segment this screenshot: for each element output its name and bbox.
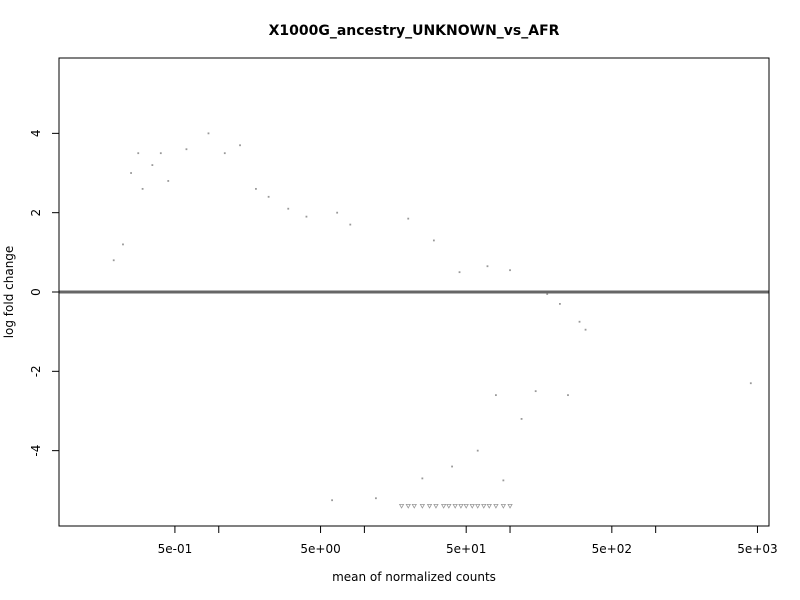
data-point-8 xyxy=(185,148,188,151)
clipped-point-14 xyxy=(486,503,492,509)
clipped-point-15 xyxy=(493,503,499,509)
data-point-16 xyxy=(336,211,339,214)
y-tick-label-1: 2 xyxy=(29,209,43,217)
clipped-point-3 xyxy=(419,503,426,509)
clipped-point-5 xyxy=(433,503,439,509)
y-axis: 4 2 0 -2 -4 xyxy=(29,130,59,457)
x-tick-label-4: 5e+03 xyxy=(737,542,777,556)
data-point-4 xyxy=(141,187,144,190)
data-point-19 xyxy=(432,239,435,242)
y-axis-title: log fold change xyxy=(2,246,16,339)
data-point-15 xyxy=(305,215,308,218)
clipped-point-0 xyxy=(398,503,405,509)
data-point-29 xyxy=(534,390,537,393)
data-point-20 xyxy=(458,271,461,274)
chart-title: X1000G_ancestry_UNKNOWN_vs_AFR xyxy=(269,23,560,39)
x-tick-label-0: 5e-01 xyxy=(158,542,193,556)
data-point-31 xyxy=(749,382,752,385)
data-point-28 xyxy=(520,418,523,420)
data-point-25 xyxy=(559,302,561,305)
y-tick-label-3: -2 xyxy=(29,365,43,377)
data-point-30 xyxy=(567,394,569,397)
data-point-7 xyxy=(167,180,170,182)
data-point-37 xyxy=(375,497,377,500)
x-axis: 5e-01 5e+00 5e+01 5e+02 5e+03 xyxy=(158,526,778,556)
data-point-10 xyxy=(223,152,226,155)
data-point-11 xyxy=(239,144,241,147)
clipped-point-12 xyxy=(475,503,481,509)
clipped-point-11 xyxy=(469,503,475,509)
data-point-9 xyxy=(207,132,210,135)
data-point-22 xyxy=(509,269,511,272)
x-axis-title: mean of normalized counts xyxy=(332,570,496,584)
clipped-point-9 xyxy=(458,503,464,509)
data-point-38 xyxy=(331,499,333,502)
clipped-point-7 xyxy=(446,503,452,509)
data-point-2 xyxy=(130,172,132,174)
clipped-point-4 xyxy=(426,503,433,509)
data-point-18 xyxy=(407,217,410,220)
data-point-1 xyxy=(122,243,124,246)
data-point-36 xyxy=(421,477,424,480)
data-point-13 xyxy=(267,195,270,198)
data-point-21 xyxy=(486,265,489,268)
clipped-point-13 xyxy=(481,503,487,509)
data-point-35 xyxy=(451,465,453,468)
clipped-point-16 xyxy=(500,503,507,509)
data-point-26 xyxy=(578,320,581,323)
x-tick-label-2: 5e+01 xyxy=(446,542,486,556)
data-point-0 xyxy=(112,259,115,262)
points-layer xyxy=(112,132,752,502)
data-point-24 xyxy=(546,293,549,295)
y-tick-label-4: -4 xyxy=(29,445,43,457)
clipped-point-1 xyxy=(405,503,411,509)
clipped-point-17 xyxy=(507,503,513,509)
y-tick-label-2: 0 xyxy=(29,288,43,296)
data-point-32 xyxy=(502,479,505,482)
data-point-5 xyxy=(151,164,154,166)
x-tick-label-3: 5e+02 xyxy=(592,542,632,556)
clipped-points-layer xyxy=(398,503,513,509)
data-point-33 xyxy=(495,394,497,397)
data-point-3 xyxy=(137,152,140,155)
data-point-12 xyxy=(255,187,257,190)
clipped-point-2 xyxy=(411,503,417,509)
data-point-34 xyxy=(476,449,479,452)
y-tick-label-0: 4 xyxy=(29,130,43,138)
data-point-6 xyxy=(159,152,162,155)
clipped-point-8 xyxy=(452,503,458,509)
data-point-17 xyxy=(349,223,352,226)
clipped-point-6 xyxy=(440,503,447,509)
data-point-14 xyxy=(287,207,290,210)
clipped-point-10 xyxy=(463,503,469,509)
data-point-27 xyxy=(584,328,587,331)
x-tick-label-1: 5e+00 xyxy=(300,542,340,556)
